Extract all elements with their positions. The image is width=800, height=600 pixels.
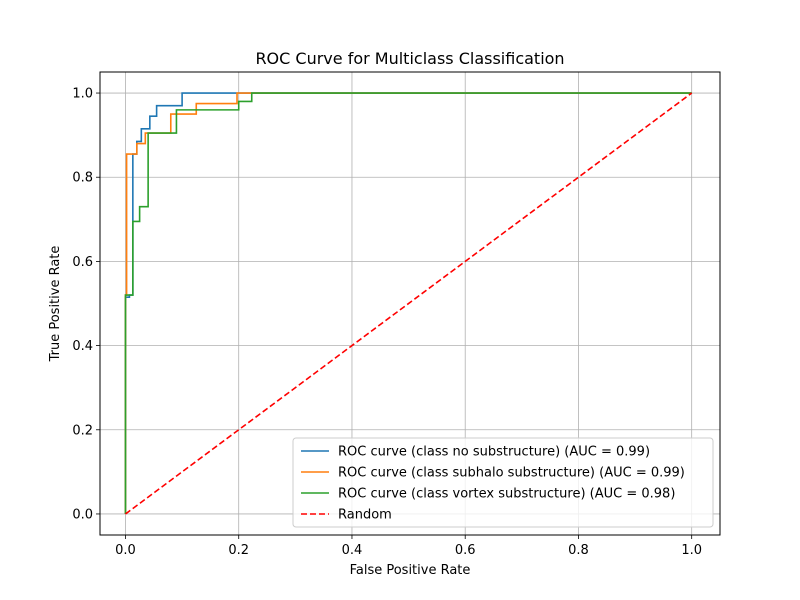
series-vortex-substructure-line <box>124 92 692 514</box>
y-tick-label: 0.8 <box>72 171 93 186</box>
y-tick-label: 1.0 <box>72 87 93 102</box>
x-tick-label: 0.6 <box>455 543 476 558</box>
legend-label: ROC curve (class no substructure) (AUC =… <box>338 445 650 460</box>
series-random-line <box>125 92 693 515</box>
legend-label: ROC curve (class vortex substructure) (A… <box>338 487 675 502</box>
chart-title: ROC Curve for Multiclass Classification <box>255 49 564 68</box>
x-tick-label: 0.2 <box>228 543 249 558</box>
series-subhalo-substructure-line <box>124 92 692 514</box>
grid <box>100 72 720 535</box>
y-axis-label: True Positive Rate <box>48 246 63 363</box>
x-tick-label: 0.0 <box>115 543 136 558</box>
y-tick-label: 0.2 <box>72 423 93 438</box>
plot-area-frame <box>99 71 721 536</box>
legend-label: Random <box>338 508 392 523</box>
legend-label: ROC curve (class subhalo substructure) (… <box>338 466 685 481</box>
axis-ticks: 0.0 0.2 0.4 0.6 0.8 1.0 0.0 0.2 0.4 0.6 0.8 1.0 <box>72 87 702 558</box>
x-tick-label: 0.4 <box>342 543 363 558</box>
legend-box <box>292 437 714 528</box>
y-tick-label: 0.6 <box>72 255 93 270</box>
series-lines <box>124 92 693 515</box>
y-tick-label: 0.0 <box>72 507 93 522</box>
x-axis-label: False Positive Rate <box>350 563 471 578</box>
legend: ROC curve (class no substructure) (AUC =… <box>292 437 714 528</box>
x-tick-label: 0.8 <box>568 543 589 558</box>
y-tick-label: 0.4 <box>72 339 93 354</box>
x-tick-label: 1.0 <box>681 543 702 558</box>
